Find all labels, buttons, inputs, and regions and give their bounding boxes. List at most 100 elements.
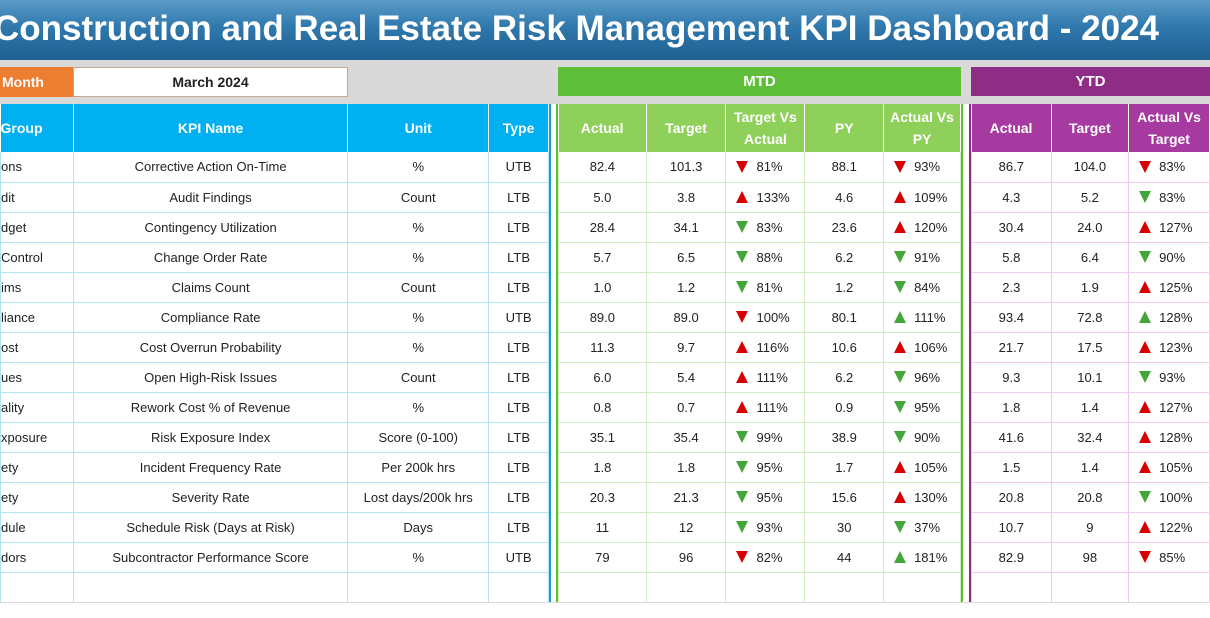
mtd-py-cell: 38.9 <box>804 422 885 453</box>
kpi-name-cell: Incident Frequency Rate <box>72 452 349 483</box>
empty-cell <box>488 572 549 602</box>
mtd-header-actual-vs-py: Actual Vs PY <box>883 104 961 152</box>
mtd-avp-cell: 120% <box>883 212 961 243</box>
kpi-row: ons Corrective Action On-Time% UTB <box>0 152 549 183</box>
group-cell: ety <box>0 482 74 513</box>
mtd-tva-cell: 82% <box>725 542 806 573</box>
kpi-row: ality Rework Cost % of Revenue% LTB <box>0 392 549 423</box>
mtd-row: 0.8 0.7 111% 0.9 95% <box>558 392 961 423</box>
type-cell: LTB <box>488 482 549 513</box>
dashboard-title: Construction and Real Estate Risk Manage… <box>0 9 1160 48</box>
mtd-row: 79 96 82% 44 181% <box>558 542 961 573</box>
ytd-actual-cell: 93.4 <box>971 302 1052 333</box>
group-cell: dit <box>0 182 74 213</box>
arrow-up-icon <box>736 371 749 384</box>
ytd-avt-cell: 93% <box>1128 362 1210 393</box>
type-cell: LTB <box>488 242 549 273</box>
mtd-actual-cell: 5.0 <box>558 182 647 213</box>
unit-cell: Lost days/200k hrs <box>347 482 490 513</box>
ytd-actual-cell: 10.7 <box>971 512 1052 543</box>
group-cell: dors <box>0 542 74 573</box>
mtd-tva-cell-value: 88% <box>756 249 783 265</box>
kpi-row: liance Compliance Rate% UTB <box>0 302 549 333</box>
mtd-banner: MTD <box>558 67 961 96</box>
ytd-actual-cell: 20.8 <box>971 482 1052 513</box>
mtd-py-cell: 80.1 <box>804 302 885 333</box>
ytd-avt-cell: 100% <box>1128 482 1210 513</box>
arrow-up-icon <box>894 311 907 324</box>
empty-cell <box>645 572 727 602</box>
empty-cell <box>971 572 1052 602</box>
mtd-py-cell: 15.6 <box>804 482 885 513</box>
ytd-empty-row <box>971 572 1210 602</box>
mtd-avp-cell: 181% <box>883 542 961 573</box>
kpi-row: ues Open High-Risk Issues Count LTB <box>0 362 549 393</box>
kpi-name-cell: Open High-Risk Issues <box>72 362 349 393</box>
mtd-avp-cell: 91% <box>883 242 961 273</box>
unit-cell: % <box>347 242 490 273</box>
mtd-target-cell: 96 <box>645 542 727 573</box>
arrow-up-icon <box>736 341 749 354</box>
kpi-name-cell: Audit Findings <box>72 182 349 213</box>
mtd-actual-cell: 28.4 <box>558 212 647 243</box>
type-cell: LTB <box>488 422 549 453</box>
mtd-row: 20.3 21.3 95% 15.6 130% <box>558 482 961 513</box>
arrow-up-icon <box>894 491 907 504</box>
ytd-target-cell: 5.2 <box>1050 182 1130 213</box>
type-cell: UTB <box>488 302 549 333</box>
type-cell: LTB <box>488 452 549 483</box>
ytd-target-cell: 10.1 <box>1050 362 1130 393</box>
ytd-avt-cell-value: 83% <box>1159 189 1186 205</box>
unit-cell: Score (0-100) <box>347 422 490 453</box>
mtd-tva-cell: 95% <box>725 482 806 513</box>
type-cell: LTB <box>488 362 549 393</box>
header-kpi-name: KPI Name <box>73 104 349 152</box>
ytd-avt-cell-value: 123% <box>1159 339 1193 355</box>
kpi-row: dit Audit Findings Count LTB <box>0 182 549 213</box>
type-cell: UTB <box>488 542 549 573</box>
kpi-empty-row <box>0 572 549 602</box>
ytd-target-cell: 32.4 <box>1050 422 1130 453</box>
ytd-target-cell: 6.4 <box>1050 242 1130 273</box>
mtd-actual-cell: 6.0 <box>558 362 647 393</box>
ytd-row: 93.4 72.8 128% <box>971 302 1210 333</box>
mtd-tva-cell-value: 95% <box>756 459 783 475</box>
mtd-target-cell: 6.5 <box>645 242 727 273</box>
type-cell: LTB <box>488 212 549 243</box>
mtd-target-cell: 35.4 <box>645 422 727 453</box>
mtd-py-cell: 1.2 <box>804 272 885 303</box>
mtd-actual-cell: 1.8 <box>558 452 647 483</box>
ytd-avt-cell-value: 105% <box>1159 459 1193 475</box>
mtd-tva-cell: 99% <box>725 422 806 453</box>
unit-cell: % <box>347 392 490 423</box>
arrow-down-icon <box>894 401 907 414</box>
empty-cell <box>347 572 490 602</box>
unit-cell: Count <box>347 272 490 303</box>
month-label: Month <box>0 67 73 97</box>
mtd-target-cell: 3.8 <box>645 182 727 213</box>
arrow-down-icon <box>894 371 907 384</box>
ytd-avt-cell: 85% <box>1128 542 1210 573</box>
ytd-header-actual: Actual <box>971 104 1052 152</box>
mtd-py-cell: 23.6 <box>804 212 885 243</box>
mtd-tva-cell-value: 111% <box>756 399 788 415</box>
mtd-avp-cell-value: 37% <box>914 519 941 535</box>
kpi-name-cell: Risk Exposure Index <box>72 422 349 453</box>
arrow-down-icon <box>1139 251 1152 264</box>
ytd-row: 1.5 1.4 105% <box>971 452 1210 483</box>
mtd-row: 5.0 3.8 133% 4.6 109% <box>558 182 961 213</box>
mtd-tva-cell: 93% <box>725 512 806 543</box>
ytd-row: 86.7 104.0 83% <box>971 152 1210 183</box>
ytd-actual-cell: 21.7 <box>971 332 1052 363</box>
mtd-actual-cell: 35.1 <box>558 422 647 453</box>
ytd-actual-cell: 41.6 <box>971 422 1052 453</box>
mtd-actual-cell: 89.0 <box>558 302 647 333</box>
mtd-row: 5.7 6.5 88% 6.2 91% <box>558 242 961 273</box>
month-selector[interactable]: March 2024 <box>73 67 348 97</box>
type-cell: LTB <box>488 512 549 543</box>
mtd-tva-cell: 111% <box>725 362 806 393</box>
mtd-py-cell: 6.2 <box>804 242 885 273</box>
kpi-row: xposure Risk Exposure Index Score (0-100) L… <box>0 422 549 453</box>
ytd-actual-cell: 1.5 <box>971 452 1052 483</box>
ytd-avt-cell-value: 128% <box>1159 309 1193 325</box>
